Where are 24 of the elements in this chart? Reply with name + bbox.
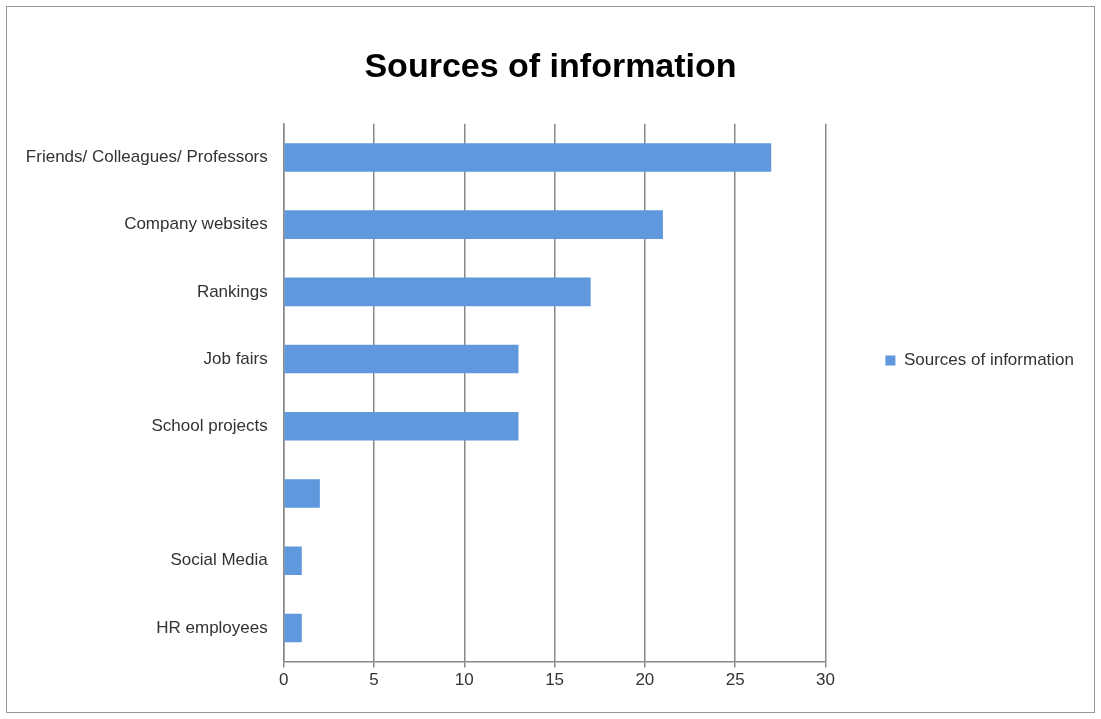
x-tick-label: 20 bbox=[635, 670, 655, 690]
x-tick-label: 30 bbox=[815, 670, 835, 690]
y-tick-label: Social Media bbox=[170, 550, 269, 570]
y-tick-label: Job fairs bbox=[203, 348, 268, 368]
x-tick-label: 0 bbox=[279, 670, 289, 690]
bar bbox=[284, 210, 663, 239]
bar bbox=[284, 613, 302, 643]
x-tick-label: 25 bbox=[725, 670, 745, 690]
y-tick-label: Rankings bbox=[196, 281, 268, 301]
bar bbox=[284, 479, 320, 508]
y-tick-label: Company websites bbox=[124, 214, 268, 234]
x-tick-label: 15 bbox=[545, 670, 565, 690]
y-tick-label: HR employees bbox=[156, 617, 268, 637]
legend-label: Sources of information bbox=[903, 350, 1075, 370]
bar bbox=[284, 344, 519, 374]
x-tick-label: 5 bbox=[369, 670, 379, 690]
chart-title: Sources of information bbox=[364, 45, 737, 84]
y-tick-label: School projects bbox=[151, 416, 268, 435]
bar bbox=[284, 412, 519, 441]
y-tick-label: Friends/ Colleagues/ Professors bbox=[25, 147, 268, 167]
bar bbox=[284, 143, 772, 172]
bar bbox=[284, 277, 591, 307]
bar bbox=[284, 546, 302, 576]
x-tick-label: 10 bbox=[454, 670, 474, 690]
